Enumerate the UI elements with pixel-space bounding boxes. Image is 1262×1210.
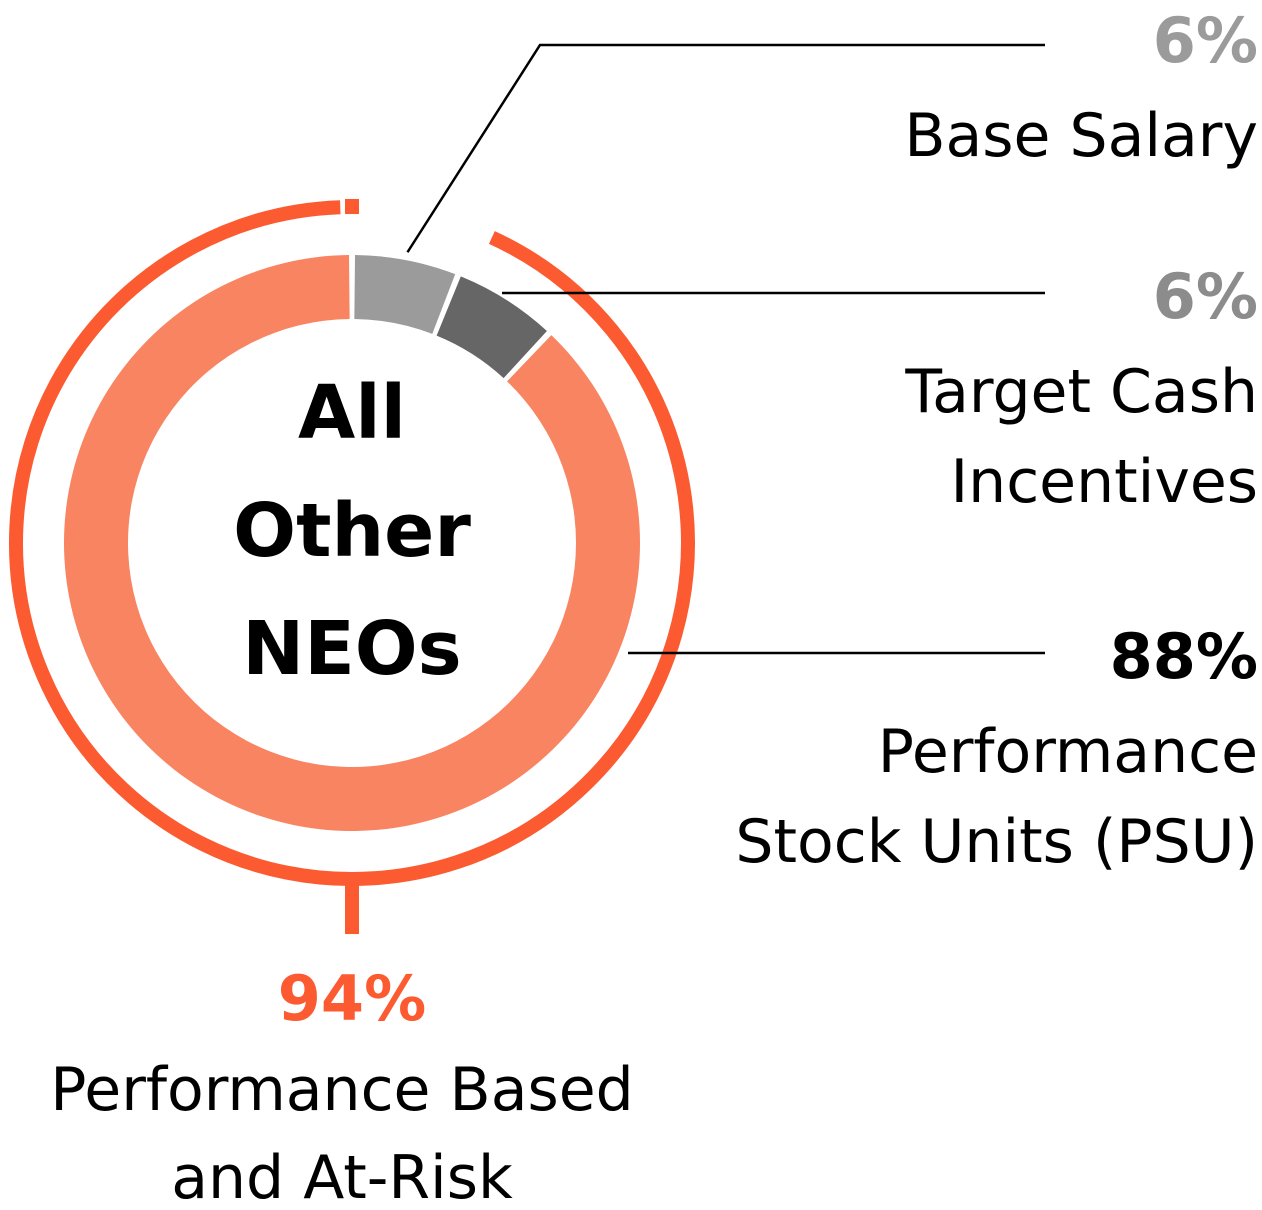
slice-value-label: 88% — [1110, 620, 1258, 693]
slice-name-label: Incentives — [950, 447, 1258, 517]
center-label: All Other NEOs — [233, 370, 471, 692]
outer-arc — [9, 200, 695, 886]
center-label-line: Other — [233, 488, 471, 574]
slice-1 — [354, 255, 456, 334]
outer-at-risk-arc — [9, 199, 695, 934]
outer-arc-label: 94% Performance Based and At-Risk — [50, 962, 633, 1210]
leader-line-1 — [406, 43, 1045, 253]
donut-slices — [64, 255, 641, 832]
slice-labels: 6% Base Salary 6% Target Cash Incentives 88% P… — [735, 4, 1258, 877]
slice-label-2: 6% Target Cash Incentives — [904, 260, 1258, 517]
slice-name-label: Performance — [878, 717, 1258, 787]
leader-lines — [406, 43, 1045, 655]
center-label-line: NEOs — [242, 606, 461, 692]
outer-arc-name-label: Performance Based — [50, 1055, 633, 1125]
slice-name-label: Base Salary — [904, 101, 1258, 171]
outer-arc-value-label: 94% — [278, 962, 426, 1035]
slice-name-label: Stock Units (PSU) — [735, 807, 1258, 877]
slice-label-1: 6% Base Salary — [904, 4, 1258, 171]
slice-name-label: Target Cash — [904, 357, 1258, 427]
slice-2 — [436, 276, 547, 379]
slice-label-3: 88% Performance Stock Units (PSU) — [735, 620, 1258, 877]
outer-arc-name-label: and At-Risk — [171, 1143, 513, 1210]
slice-value-label: 6% — [1153, 4, 1258, 77]
slice-value-label: 6% — [1153, 260, 1258, 333]
center-label-line: All — [298, 370, 406, 456]
